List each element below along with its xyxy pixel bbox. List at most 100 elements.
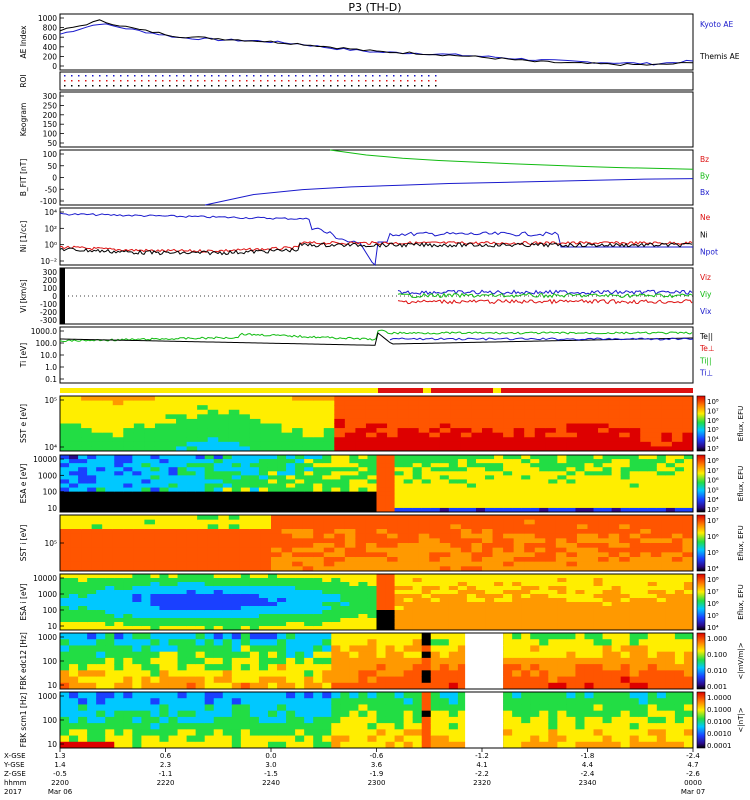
heatmap-cell (96, 574, 106, 579)
heatmap-cell (367, 610, 377, 615)
heatmap-cell (394, 657, 405, 665)
heatmap-cell (611, 590, 622, 595)
heatmap-cell (620, 586, 631, 591)
heatmap-cell (650, 441, 662, 447)
heatmap-cell (344, 405, 356, 411)
heatmap-cell (91, 543, 103, 549)
heatmap-cell (650, 547, 662, 553)
heatmap-cell (394, 463, 405, 468)
heatmap-cell (661, 533, 673, 539)
heatmap-cell (376, 692, 387, 699)
roi-dot (225, 80, 227, 82)
roi-dot (295, 75, 297, 77)
heatmap-cell (503, 547, 515, 553)
heatmap-cell (176, 566, 188, 572)
heatmap-cell (186, 400, 198, 406)
heatmap-cell (576, 437, 588, 443)
heatmap-cell (656, 582, 667, 587)
heatmap-cell (114, 479, 124, 484)
heatmap-cell (334, 432, 346, 438)
heatmap-cell (503, 491, 513, 497)
heatmap-cell (69, 692, 79, 699)
heatmap-cell (548, 664, 558, 671)
heatmap-cell (575, 710, 585, 718)
heatmap-cell (132, 602, 142, 607)
heatmap-cell (587, 446, 599, 452)
heatmap-cell (334, 400, 346, 406)
heatmap-cell (598, 432, 610, 438)
heatmap-cell (638, 507, 649, 513)
heatmap-cell (96, 676, 106, 684)
heatmap-cell (608, 561, 620, 567)
heatmap-cell (665, 657, 676, 665)
heatmap-cell (204, 590, 215, 595)
heatmap-cell (385, 633, 396, 640)
heatmap-cell (334, 405, 346, 411)
heatmap-cell (530, 704, 540, 712)
heatmap-cell (197, 396, 209, 402)
heatmap-cell (412, 491, 423, 497)
heatmap-cell (584, 670, 595, 678)
heatmap-cell (277, 645, 287, 653)
heatmap-cell (186, 467, 197, 472)
heatmap-cell (334, 552, 346, 558)
heatmap-cell (421, 682, 432, 690)
heatmap-cell (629, 645, 640, 653)
heatmap-cell (358, 590, 368, 595)
heatmap-cell (566, 651, 576, 659)
heatmap-cell (295, 491, 305, 497)
heatmap-cell (385, 503, 396, 509)
heatmap-cell (69, 704, 79, 712)
heatmap-cell (78, 475, 88, 480)
heatmap-cell (144, 418, 156, 424)
heatmap-cell (231, 657, 242, 665)
heatmap-cell (376, 467, 387, 472)
heatmap-cell (412, 606, 423, 611)
heatmap-cell (575, 463, 585, 468)
y-tick-label: 200 (43, 276, 58, 285)
panel-esa-i: ESA i [eV]1000010001001010⁸10⁷10⁶10⁵10⁴E… (19, 573, 745, 632)
heatmap-cell (60, 622, 70, 627)
heatmap-cell (555, 533, 567, 539)
heatmap-cell (69, 594, 79, 599)
heatmap-cell (331, 467, 341, 472)
heatmap-cell (87, 479, 97, 484)
heatmap-cell (304, 598, 314, 603)
heatmap-cell (593, 503, 604, 509)
heatmap-cell (403, 645, 414, 653)
heatmap-cell (421, 582, 432, 587)
heatmap-cell (397, 566, 409, 572)
heatmap-cell (231, 698, 242, 705)
heatmap-cell (394, 503, 405, 509)
heatmap-cell (323, 405, 335, 411)
heatmap-cell (608, 428, 620, 434)
heatmap-cell (186, 557, 198, 563)
y-tick-label: 100 (43, 284, 58, 293)
heatmap-cell (661, 432, 673, 438)
roi-dot (197, 80, 199, 82)
heatmap-cell (105, 491, 115, 497)
heatmap-cell (376, 561, 388, 567)
heatmap-cell (394, 574, 405, 579)
heatmap-cell (81, 547, 93, 553)
heatmap-cell (608, 538, 620, 544)
heatmap-cell (418, 418, 430, 424)
heatmap-cell (524, 519, 536, 525)
heatmap-cell (141, 503, 151, 509)
heatmap-cell (647, 735, 658, 743)
heatmap-cell (249, 487, 260, 493)
heatmap-cell (177, 594, 188, 599)
heatmap-cell (674, 657, 685, 665)
heatmap-cell (154, 529, 166, 535)
heatmap-cell (566, 538, 578, 544)
series-line (59, 19, 694, 66)
heatmap-cell (548, 598, 558, 603)
heatmap-cell (545, 441, 557, 447)
heatmap-cell (457, 499, 468, 505)
heatmap-cell (394, 507, 405, 513)
heatmap-cell (429, 552, 441, 558)
heatmap-cell (228, 566, 240, 572)
heatmap-cell (587, 552, 599, 558)
heatmap-cell (471, 524, 483, 530)
heatmap-cell (512, 698, 522, 705)
